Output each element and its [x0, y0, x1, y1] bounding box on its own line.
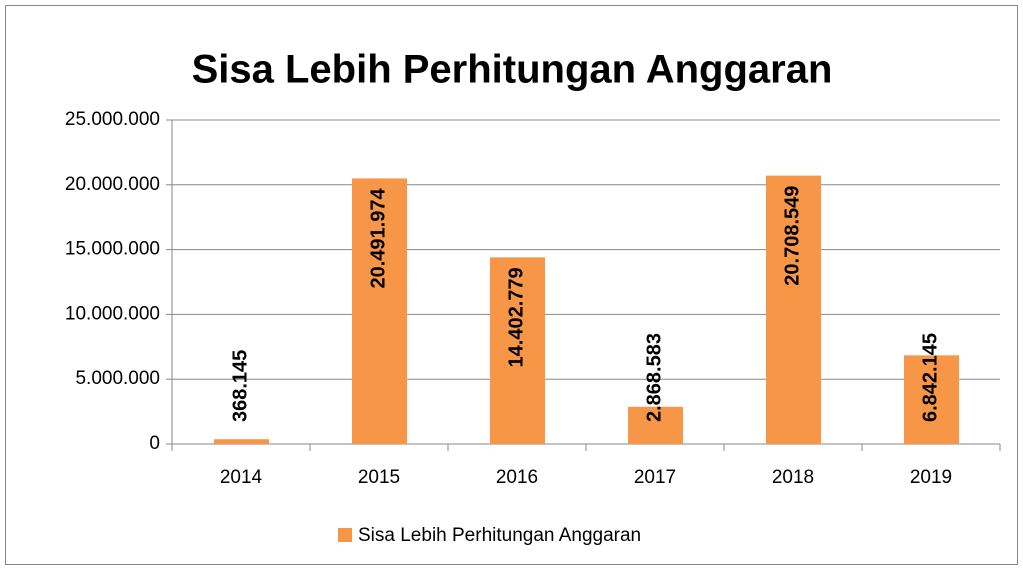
x-tick-label: 2015 [358, 467, 400, 488]
y-tick-label: 20.000.000 [65, 174, 160, 195]
bar [490, 257, 545, 444]
x-tick-label: 2014 [220, 467, 263, 488]
data-label: 20.491.974 [367, 188, 389, 289]
bar [352, 178, 407, 444]
x-tick-label: 2019 [910, 467, 952, 488]
data-label: 14.402.779 [505, 267, 527, 367]
bar [766, 175, 821, 445]
y-tick-label: 15.000.000 [65, 239, 160, 260]
y-tick-label: 5.000.000 [75, 368, 160, 389]
legend-label: Sisa Lebih Perhitungan Anggaran [358, 525, 641, 546]
chart-title: Sisa Lebih Perhitungan Anggaran [192, 48, 833, 92]
x-tick-label: 2017 [634, 467, 676, 488]
data-label: 368.145 [229, 350, 251, 422]
data-label: 6.842.145 [919, 333, 941, 422]
y-tick-label: 0 [149, 433, 160, 454]
x-tick-label: 2018 [772, 467, 814, 488]
bar [214, 439, 269, 444]
y-tick-label: 25.000.000 [65, 109, 160, 130]
data-label: 20.708.549 [781, 186, 803, 286]
data-label: 2.868.583 [643, 333, 665, 422]
bar [904, 355, 959, 444]
bar [628, 406, 683, 444]
x-tick-label: 2016 [496, 467, 538, 488]
legend-swatch [338, 528, 352, 542]
y-tick-label: 10.000.000 [65, 303, 160, 324]
